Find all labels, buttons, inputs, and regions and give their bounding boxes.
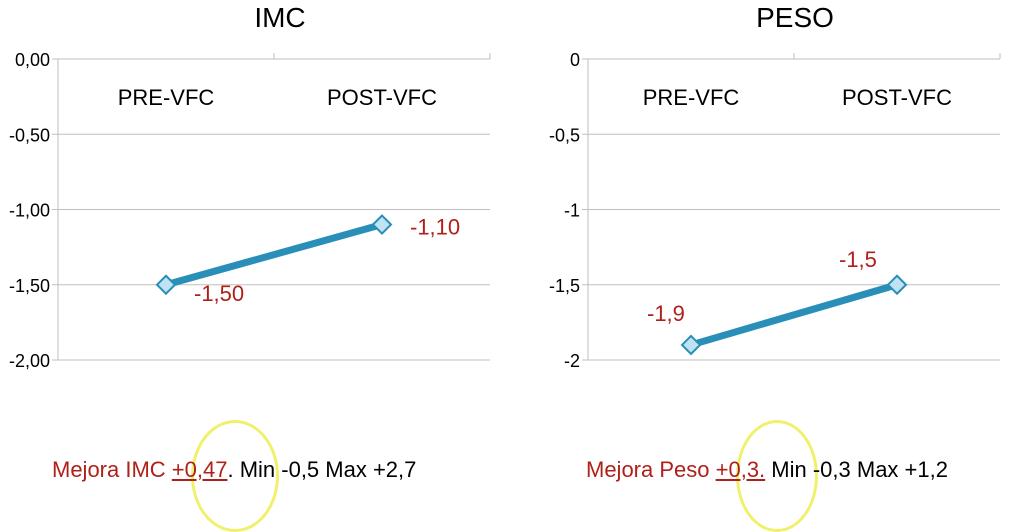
- peso-data-label: -1,9: [647, 301, 685, 326]
- peso-ytick-label: -0,5: [549, 125, 580, 145]
- peso-note-suffix: Min -0,3 Max +1,2: [765, 457, 948, 482]
- imc-category-label: PRE-VFC: [118, 85, 215, 110]
- peso-data-label: -1,5: [839, 247, 877, 272]
- imc-note-value: +0,47: [171, 457, 228, 482]
- imc-data-point: [371, 214, 393, 235]
- imc-data-label: -1,10: [410, 215, 460, 240]
- peso-ytick-label: 0: [570, 50, 580, 70]
- peso-ytick-label: -2: [564, 351, 580, 371]
- imc-note-suffix: . Min -0,5 Max +2,7: [227, 457, 417, 482]
- imc-chart-title: IMC: [254, 2, 306, 33]
- imc-series-line: [162, 221, 386, 289]
- imc-note-prefix: Mejora IMC: [52, 457, 172, 482]
- imc-data-label: -1,50: [194, 281, 244, 306]
- imc-ytick-label: -1,50: [9, 276, 50, 296]
- imc-improvement-note: Mejora IMC +0,47. Min -0,5 Max +2,7: [52, 457, 416, 483]
- imc-ytick-label: 0,00: [15, 50, 50, 70]
- peso-improvement-note: Mejora Peso +0,3. Min -0,3 Max +1,2: [586, 457, 948, 483]
- peso-series-line: [687, 281, 901, 349]
- imc-ytick-label: -2,00: [9, 351, 50, 371]
- imc-ytick-label: -1,00: [9, 201, 50, 221]
- peso-chart-title: PESO: [756, 2, 834, 33]
- peso-ytick-label: -1: [564, 201, 580, 221]
- peso-note-value: +0,3.: [715, 457, 766, 482]
- peso-data-point: [886, 274, 908, 296]
- peso-category-label: PRE-VFC: [643, 85, 740, 110]
- imc-ytick-label: -0,50: [9, 125, 50, 145]
- peso-note-prefix: Mejora Peso: [586, 457, 716, 482]
- peso-category-label: POST-VFC: [842, 85, 952, 110]
- peso-data-point: [680, 334, 702, 356]
- peso-ytick-label: -1,5: [549, 276, 580, 296]
- imc-category-label: POST-VFC: [327, 85, 437, 110]
- imc-data-point: [155, 274, 177, 296]
